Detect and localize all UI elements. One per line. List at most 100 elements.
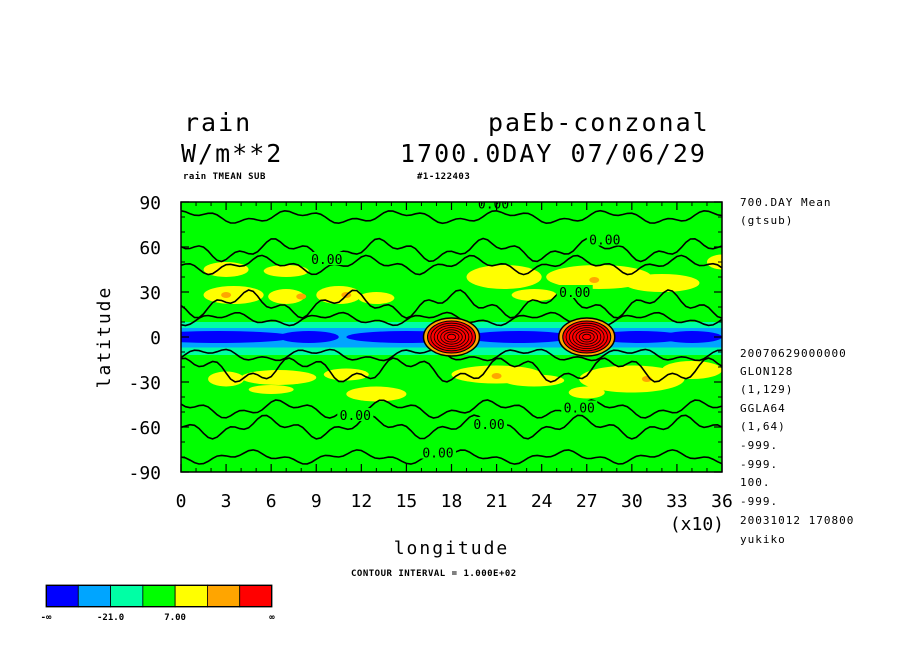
side-info-glon-range: (1,129) bbox=[740, 383, 794, 396]
orange-patch-2 bbox=[589, 277, 600, 283]
blue-cell-0 bbox=[181, 331, 294, 343]
time-label: 1700.0DAY 07/06/29 bbox=[400, 139, 707, 168]
yellow-patch-17 bbox=[579, 365, 685, 393]
side-info-scale: 100. bbox=[740, 476, 771, 489]
blue-cell-3 bbox=[466, 331, 572, 343]
contour-label-2: 0.00 bbox=[311, 253, 342, 268]
contour-label-bg-6 bbox=[471, 417, 508, 430]
peak-1-ring-2 bbox=[568, 324, 605, 349]
peak-0-ring-5 bbox=[443, 331, 460, 343]
x-tick-label-0: 0 bbox=[176, 491, 187, 512]
peak-0-ring-3 bbox=[436, 327, 466, 347]
contour-label-bg-4 bbox=[337, 408, 374, 421]
yellow-patch-4 bbox=[316, 286, 362, 304]
contour-label-bg-2 bbox=[308, 252, 345, 265]
contour-line-n80 bbox=[181, 209, 722, 225]
side-info-missing-3: -999. bbox=[740, 495, 779, 508]
x-tick-label-2: 6 bbox=[266, 491, 277, 512]
contour-label-bg-5 bbox=[561, 400, 598, 414]
x-tick-label-3: 9 bbox=[311, 491, 322, 512]
contour-line-n48 bbox=[181, 254, 722, 276]
contour-line-s48 bbox=[181, 399, 722, 419]
orange-patch-4 bbox=[491, 373, 502, 379]
contour-line-s60 bbox=[181, 414, 722, 440]
x-axis-label: longitude bbox=[394, 538, 510, 559]
side-info-timestamp: 20031012 170800 bbox=[740, 514, 855, 527]
yellow-patch-5 bbox=[358, 292, 395, 304]
contour-line-n58 bbox=[181, 237, 722, 263]
colorbar-label-3: ∞ bbox=[269, 613, 275, 623]
contour-label-bg-1 bbox=[586, 232, 623, 246]
y-tick-label-6: -90 bbox=[128, 463, 161, 484]
contour-label-bg-0 bbox=[475, 202, 512, 210]
side-info-mean: 700.DAY Mean bbox=[740, 196, 832, 209]
colorbar-label-2: 7.00 bbox=[164, 613, 186, 623]
x-tick-label-9: 27 bbox=[576, 491, 598, 512]
blue-cell-5 bbox=[661, 331, 722, 343]
side-info-source: (gtsub) bbox=[740, 214, 794, 227]
peak-0-ring-2 bbox=[433, 324, 470, 349]
yellow-patch-9 bbox=[624, 274, 700, 292]
peak-0-ring-4 bbox=[440, 329, 463, 345]
subtitle-right: #1-122403 bbox=[417, 172, 471, 182]
y-axis-label: latitude bbox=[94, 286, 115, 389]
contour-label-7: 0.00 bbox=[422, 447, 453, 462]
y-tick-label-0: 90 bbox=[139, 193, 161, 214]
y-tick-label-4: -30 bbox=[128, 373, 161, 394]
side-info-missing-2: -999. bbox=[740, 458, 779, 471]
x-tick-label-5: 15 bbox=[396, 491, 418, 512]
colorbar bbox=[46, 585, 272, 607]
contour-line-s22 bbox=[181, 357, 722, 383]
yellow-patch-7 bbox=[511, 289, 557, 301]
side-info-gla-range: (1,64) bbox=[740, 420, 786, 433]
peak-1-ring-4 bbox=[575, 329, 598, 345]
contour-line-n12 bbox=[181, 311, 722, 327]
side-info-date: 20070629000000 bbox=[740, 347, 847, 360]
subtitle-left: rain TMEAN SUB bbox=[183, 172, 266, 182]
y-tick-label-1: 60 bbox=[139, 238, 161, 259]
x-tick-label-8: 24 bbox=[531, 491, 553, 512]
y-tick-label-5: -60 bbox=[128, 418, 161, 439]
x-tick-label-7: 21 bbox=[486, 491, 508, 512]
contour-label-1: 0.00 bbox=[589, 234, 620, 249]
yellow-patch-14 bbox=[346, 386, 407, 402]
side-info-missing-1: -999. bbox=[740, 439, 779, 452]
x-tick-label-6: 18 bbox=[441, 491, 463, 512]
precipitation-field: 0.00 0.00 0.00 0.00 0.00 0.00 0.00 0.00 bbox=[181, 202, 722, 472]
x-scale-note: (x10) bbox=[670, 514, 724, 535]
peak-1-ring-1 bbox=[565, 322, 608, 352]
contour-line-s12 bbox=[181, 348, 722, 362]
colorbar-label-0: -∞ bbox=[41, 613, 52, 623]
yellow-patch-1 bbox=[263, 265, 309, 277]
y-tick-label-3: 0 bbox=[150, 328, 161, 349]
side-info-gla: GGLA64 bbox=[740, 402, 786, 415]
x-tick-label-12: 36 bbox=[711, 491, 733, 512]
contour-label-3: 0.00 bbox=[559, 286, 590, 301]
orange-patch-0 bbox=[221, 292, 232, 298]
contour-line-n22 bbox=[181, 289, 722, 319]
yellow-patch-20 bbox=[248, 385, 294, 394]
contour-label-bg-3 bbox=[556, 285, 593, 298]
x-tick-label-1: 3 bbox=[221, 491, 232, 512]
x-tick-label-10: 30 bbox=[621, 491, 643, 512]
x-tick-label-11: 33 bbox=[666, 491, 688, 512]
units-label: W/m**2 bbox=[181, 139, 284, 168]
yellow-patch-19 bbox=[568, 386, 605, 399]
y-tick-label-2: 30 bbox=[139, 283, 161, 304]
peak-0-ring-6 bbox=[446, 333, 457, 341]
yellow-patch-11 bbox=[208, 371, 245, 387]
yellow-patch-3 bbox=[268, 289, 305, 304]
side-info-glon: GLON128 bbox=[740, 365, 794, 378]
yellow-patch-16 bbox=[504, 374, 565, 387]
x-tick-label-4: 12 bbox=[350, 491, 372, 512]
variable-name: rain bbox=[184, 108, 253, 137]
contour-interval-label: CONTOUR INTERVAL = 1.000E+02 bbox=[351, 569, 517, 579]
peak-1-ring-3 bbox=[572, 327, 602, 347]
side-info-user: yukiko bbox=[740, 533, 786, 546]
contour-label-bg-7 bbox=[419, 445, 456, 459]
contour-label-4: 0.00 bbox=[340, 409, 371, 424]
experiment-name: paEb-conzonal bbox=[488, 108, 710, 137]
blue-cell-1 bbox=[278, 331, 339, 343]
colorbar-label-1: -21.0 bbox=[97, 613, 124, 623]
